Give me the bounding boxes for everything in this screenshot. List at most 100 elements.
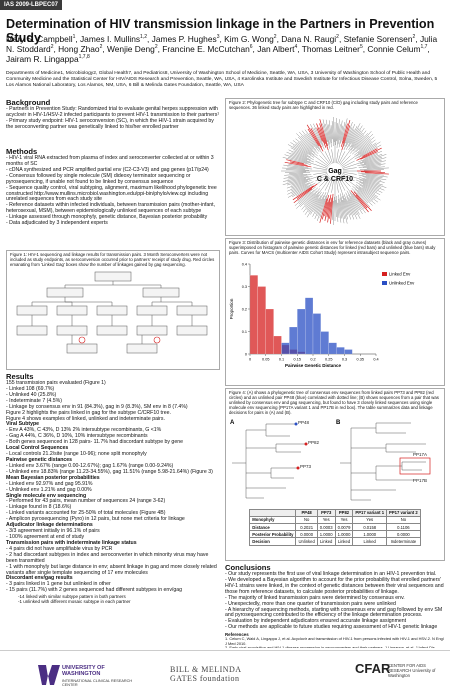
tree-label-line: Gag bbox=[328, 168, 342, 175]
list-item: - Linked 108 (69.7%) bbox=[6, 385, 55, 392]
tree-branch bbox=[346, 190, 359, 211]
tree-branch bbox=[360, 171, 385, 173]
y-axis-label: Proportion bbox=[229, 298, 234, 319]
table-cell: Decision bbox=[249, 537, 297, 546]
tree-branch bbox=[287, 176, 305, 180]
list-item: - Linked env 3.67% (range 0.00-12.67%); … bbox=[6, 462, 174, 469]
tree-branch bbox=[286, 180, 308, 189]
y-tick-label: 0 bbox=[245, 352, 247, 356]
tree-branch bbox=[306, 188, 323, 210]
tree-branch bbox=[337, 124, 341, 145]
tree-branch bbox=[289, 161, 308, 166]
tree-branch bbox=[292, 145, 308, 155]
caption: Figure 3: Distribution of pairwise genet… bbox=[229, 240, 436, 255]
author-name: , Thomas Leitner bbox=[297, 43, 360, 54]
tree-branch bbox=[301, 188, 321, 210]
tree-branch bbox=[353, 135, 365, 148]
tree-branch bbox=[287, 156, 308, 163]
table-row: PP48 PP73 PP82 PP17 variant 1 PP17 variant 2 bbox=[249, 508, 421, 517]
tree-branch bbox=[361, 160, 386, 166]
tree-branch bbox=[282, 167, 306, 170]
tree-branch bbox=[354, 145, 378, 160]
tree-branch bbox=[321, 177, 331, 189]
list-item: - Unlinked env 1.21% and gag 0.00% bbox=[6, 486, 92, 493]
tree-branch bbox=[329, 120, 332, 144]
list-item: Adjudicator linkage determinations bbox=[6, 522, 93, 529]
tree-branch bbox=[341, 123, 348, 147]
tree-branch bbox=[291, 179, 312, 189]
list-item: Transmission pairs with indeterminate li… bbox=[6, 539, 137, 546]
tree-branch bbox=[325, 123, 330, 145]
tree-branch bbox=[356, 135, 370, 149]
tree-branch bbox=[287, 181, 314, 195]
tree-branch bbox=[310, 128, 323, 148]
tree-branch bbox=[287, 184, 312, 198]
tree-branch bbox=[293, 150, 308, 158]
list-item: - Linkage by consensus env in 91 (84.3%)… bbox=[6, 403, 188, 410]
tree-branch bbox=[285, 171, 307, 173]
tree-branch bbox=[345, 192, 357, 215]
list-item: -1 unlinked with different mosaic subtyp… bbox=[18, 599, 131, 605]
tree-branch bbox=[292, 140, 318, 159]
list-item: - Gag A 44%, C 36%, D 10%, 10% intersubt… bbox=[6, 433, 148, 440]
tree-branch bbox=[362, 178, 384, 186]
tree-branch bbox=[283, 176, 309, 182]
cfar-subtext: CENTER FOR AIDS RESEARCH University of W… bbox=[388, 663, 436, 678]
author-name: , Julia N. Stoddard bbox=[6, 34, 438, 54]
list-item: - Linked variants accounted for 25-50% o… bbox=[6, 510, 166, 517]
tree-branch bbox=[336, 119, 340, 148]
tree-branch bbox=[362, 176, 382, 181]
legend-label: Linked Env bbox=[389, 271, 411, 276]
list: - Partners in Prevention Study: Randomiz… bbox=[6, 106, 220, 131]
tree-branch bbox=[284, 154, 315, 165]
gates-text: BILL & MELINDA GATES foundation bbox=[170, 665, 242, 683]
tree-branch bbox=[300, 193, 314, 207]
background-section: Background - Partners in Prevention Stud… bbox=[6, 98, 220, 131]
list-item: Viral Subtype bbox=[6, 421, 40, 428]
tree-branch bbox=[289, 154, 311, 163]
tree-branch bbox=[337, 149, 342, 164]
tree-branch bbox=[317, 157, 329, 167]
list-item: Discordant env/gag results bbox=[6, 575, 73, 582]
list-item: - 100% agreement at end of study bbox=[6, 533, 85, 540]
tree-branch bbox=[324, 151, 332, 164]
tree-branch bbox=[359, 179, 382, 188]
tree-label: PP82 bbox=[308, 440, 320, 445]
list-item: Single molecule env sequencing bbox=[6, 492, 87, 499]
tree-branch bbox=[348, 125, 358, 144]
list-item: - 4 pairs did not have amplifiable virus… bbox=[6, 545, 113, 552]
author-name: , Francine E. McCutchan bbox=[157, 43, 250, 54]
heading: Conclusions bbox=[225, 563, 271, 572]
list-item: - 2 had discordant subtypes in index and… bbox=[6, 551, 209, 564]
tree-branch bbox=[337, 178, 342, 192]
table-cell: No bbox=[295, 515, 318, 525]
histogram-bar bbox=[328, 342, 337, 354]
tree-branch bbox=[324, 201, 329, 216]
list-item: - Partners in Prevention Study: Randomiz… bbox=[6, 106, 220, 118]
author-affiliation: 2 bbox=[412, 34, 416, 41]
tree-branch bbox=[357, 172, 384, 176]
tree-branch bbox=[298, 136, 316, 153]
table-header-cell: PP82 bbox=[334, 508, 354, 517]
tree-branch bbox=[346, 123, 361, 150]
list-item: - Sequence quality control, viral subtyp… bbox=[6, 184, 217, 203]
tree-branch bbox=[339, 152, 349, 165]
tree-branch bbox=[292, 182, 316, 197]
tree-branch bbox=[342, 195, 349, 216]
tree-branch bbox=[298, 189, 315, 205]
tree-branch bbox=[364, 172, 389, 175]
tree-branch bbox=[296, 187, 318, 209]
tree-branch bbox=[329, 197, 333, 219]
histogram-bar bbox=[257, 286, 266, 354]
tree-branch bbox=[346, 196, 358, 220]
histogram-bar bbox=[305, 297, 314, 354]
author-affiliation: 1,7,8 bbox=[78, 54, 90, 61]
tree-branch bbox=[319, 123, 329, 151]
list-item: Figure 4 shows examples of linked, unlin… bbox=[6, 415, 165, 422]
tree-branch bbox=[349, 198, 361, 219]
tree-branch bbox=[310, 123, 321, 144]
tree-branch bbox=[341, 157, 353, 167]
tree-branch bbox=[337, 202, 340, 218]
tree-branch bbox=[343, 123, 355, 150]
tree-branch bbox=[351, 125, 363, 144]
